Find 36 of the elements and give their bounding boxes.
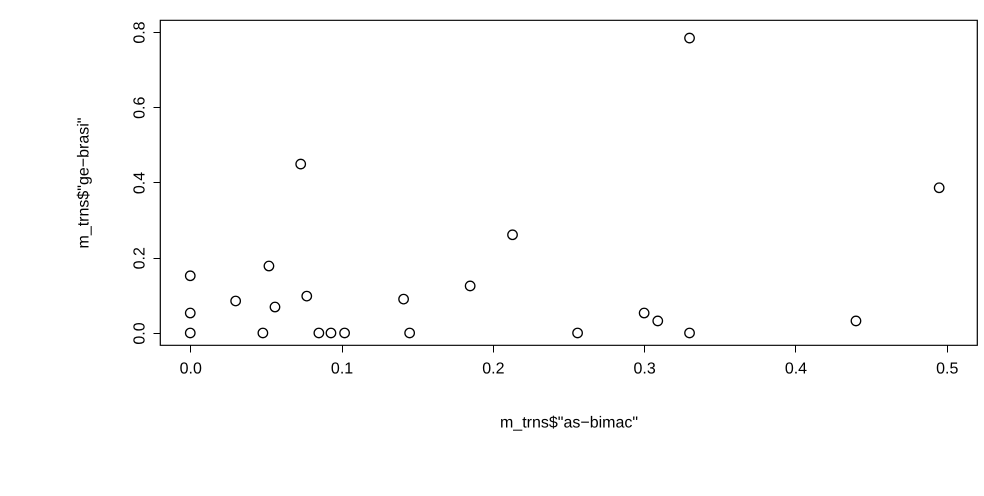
point (313, 328, 324, 338)
point (652, 316, 664, 326)
point (264, 260, 274, 272)
x-tick-label: 0.4 (784, 360, 808, 378)
y-tick-label: 0.6 (132, 96, 148, 119)
x-tick-label: 0.1 (330, 360, 354, 378)
point (684, 328, 695, 338)
point (184, 328, 196, 338)
point (404, 328, 416, 338)
x-tick-label: 0.5 (936, 360, 958, 378)
point (301, 290, 312, 302)
x-tick-label: 0.3 (634, 360, 656, 378)
x-axis-title: m_trns$"as−bimac" (500, 414, 638, 432)
point (684, 32, 695, 44)
y-tick-label: 0.0 (132, 322, 148, 345)
point (270, 302, 280, 312)
point (850, 316, 862, 326)
point (184, 308, 196, 318)
x-tick-label: 0.2 (482, 360, 505, 378)
point (572, 328, 583, 338)
y-tick-label: 0.4 (132, 172, 148, 194)
point (398, 294, 409, 304)
point (326, 328, 336, 338)
y-axis-title: m_trns$"ge−brasi" (76, 118, 92, 248)
point (507, 229, 518, 240)
point (464, 280, 476, 292)
y-tick-label: 0.2 (132, 247, 148, 270)
point (339, 328, 350, 338)
point (257, 328, 268, 338)
x-tick-label: 0.0 (180, 360, 202, 378)
point (230, 296, 242, 306)
point (184, 270, 196, 282)
point (295, 158, 306, 170)
point (638, 308, 650, 318)
y-tick-label: 0.8 (132, 21, 148, 44)
point (934, 182, 945, 194)
